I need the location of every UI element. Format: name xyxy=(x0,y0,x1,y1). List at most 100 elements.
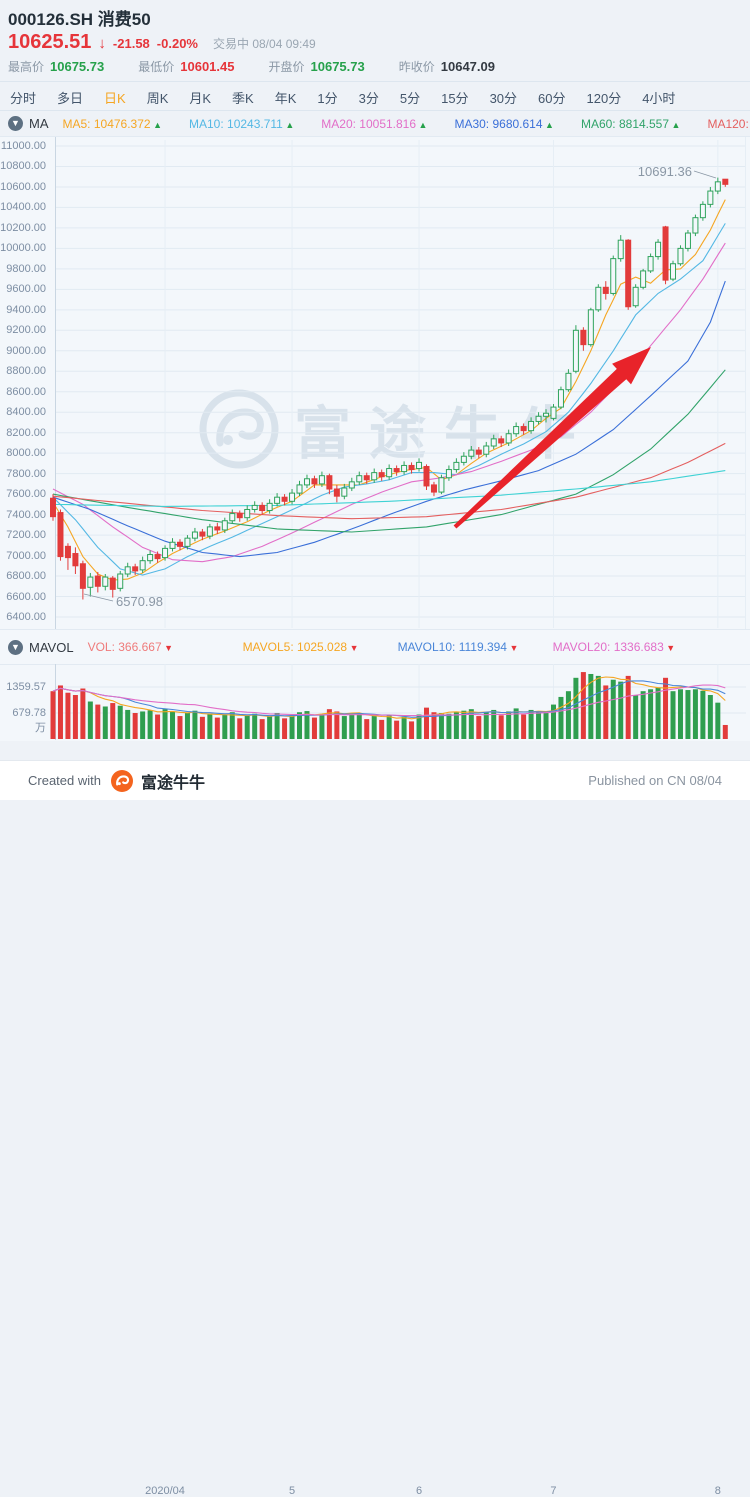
stat-昨收价: 昨收价 10647.09 xyxy=(399,58,495,75)
legend-text: MA120: 8095.405 xyxy=(707,117,750,131)
x-axis-label-7: 7 xyxy=(518,1485,588,1497)
stat-label: 昨收价 xyxy=(399,58,435,75)
tab-5分[interactable]: 5分 xyxy=(400,88,420,107)
x-axis-label-5: 5 xyxy=(257,1485,327,1497)
futu-logo-icon xyxy=(111,770,133,792)
tab-日K[interactable]: 日K xyxy=(104,88,126,107)
tab-1分[interactable]: 1分 xyxy=(317,88,337,107)
price-change-pct: -0.20% xyxy=(157,36,198,51)
y-axis-label: 7200.00 xyxy=(0,529,46,541)
y-axis-label: 10000.00 xyxy=(0,242,46,254)
mavol-settings-chevron-down-icon[interactable]: ▼ xyxy=(8,640,23,655)
tab-3分[interactable]: 3分 xyxy=(359,88,379,107)
y-axis-label: 7000.00 xyxy=(0,550,46,562)
tab-15分[interactable]: 15分 xyxy=(441,88,468,107)
low-price-annotation: 6570.98 xyxy=(116,594,163,609)
price-row: 10625.51 ↓ -21.58 -0.20% 交易中 08/04 09:49 xyxy=(8,31,316,54)
ma-line-MA5 xyxy=(53,200,725,580)
legend-item-MA20: MA20: 10051.816 ▲ xyxy=(321,117,427,131)
stat-label: 开盘价 xyxy=(269,58,305,75)
tab-周K[interactable]: 周K xyxy=(147,88,169,107)
down-triangle-icon: ▼ xyxy=(162,643,173,653)
legend-text: MAVOL10: 1119.394 xyxy=(398,640,507,654)
tab-季K[interactable]: 季K xyxy=(232,88,254,107)
tab-30分[interactable]: 30分 xyxy=(490,88,517,107)
page-title: 000126.SH 消费50 xyxy=(8,5,151,30)
ma-legend-row: ▼ MA MA5: 10476.372 ▲MA10: 10243.711 ▲MA… xyxy=(0,111,750,137)
legend-text: MA5: 10476.372 xyxy=(63,117,151,131)
ma-line-MA20 xyxy=(53,243,725,562)
ma-line-MA60 xyxy=(53,370,725,532)
legend-item-MAVOL5: MAVOL5: 1025.028 ▼ xyxy=(243,640,398,654)
y-axis-label: 10800.00 xyxy=(0,160,46,172)
price-down-arrow-icon: ↓ xyxy=(98,35,106,52)
last-price: 10625.51 xyxy=(8,31,91,54)
y-axis-label: 10200.00 xyxy=(0,222,46,234)
stat-label: 最高价 xyxy=(8,58,44,75)
stat-value: 10675.73 xyxy=(311,59,365,74)
y-axis-label: 10600.00 xyxy=(0,181,46,193)
legend-item-MA120: MA120: 8095.405 xyxy=(707,117,750,131)
tab-4小时[interactable]: 4小时 xyxy=(642,88,675,107)
x-axis-label-6: 6 xyxy=(384,1485,454,1497)
volume-axis-label: 1359.57 xyxy=(0,681,46,693)
y-axis-label: 8000.00 xyxy=(0,447,46,459)
legend-text: MA20: 10051.816 xyxy=(321,117,416,131)
legend-text: MA10: 10243.711 xyxy=(189,117,283,131)
y-axis-label: 9800.00 xyxy=(0,263,46,275)
trading-status: 交易中 08/04 09:49 xyxy=(213,35,316,52)
x-axis-label-2020/04: 2020/04 xyxy=(130,1485,200,1497)
mavol-legend-items: VOL: 366.667 ▼MAVOL5: 1025.028 ▼MAVOL10:… xyxy=(88,640,742,654)
y-axis-label: 6800.00 xyxy=(0,570,46,582)
legend-item-MA5: MA5: 10476.372 ▲ xyxy=(63,117,163,131)
price-change: -21.58 xyxy=(113,36,150,51)
up-triangle-icon: ▲ xyxy=(283,120,294,130)
legend-item-MA10: MA10: 10243.711 ▲ xyxy=(189,117,294,131)
volume-unit-label: 万 xyxy=(0,722,46,734)
y-axis-label: 6400.00 xyxy=(0,611,46,623)
ma-settings-chevron-down-icon[interactable]: ▼ xyxy=(8,116,23,131)
legend-item-MAVOL10: MAVOL10: 1119.394 ▼ xyxy=(398,640,553,654)
legend-item-MA30: MA30: 9680.614 ▲ xyxy=(454,117,554,131)
volume-axis-label: 679.78 xyxy=(0,707,46,719)
y-axis-label: 8600.00 xyxy=(0,386,46,398)
tab-60分[interactable]: 60分 xyxy=(538,88,565,107)
mavol-line-10 xyxy=(53,681,725,717)
y-axis-label: 10400.00 xyxy=(0,201,46,213)
y-axis-label: 9000.00 xyxy=(0,345,46,357)
legend-text: MAVOL5: 1025.028 xyxy=(243,640,348,654)
stat-value: 10675.73 xyxy=(50,59,104,74)
y-axis-label: 6600.00 xyxy=(0,591,46,603)
y-axis-label: 7600.00 xyxy=(0,488,46,500)
y-axis-label: 9400.00 xyxy=(0,304,46,316)
candlestick-chart[interactable]: 10691.36 6570.98 xyxy=(0,137,750,629)
tab-多日[interactable]: 多日 xyxy=(57,88,83,107)
divider xyxy=(0,81,750,82)
mavol-legend-row: ▼ MAVOL VOL: 366.667 ▼MAVOL5: 1025.028 ▼… xyxy=(0,629,750,665)
y-axis-label: 8400.00 xyxy=(0,406,46,418)
legend-text: MA60: 8814.557 xyxy=(581,117,669,131)
legend-text: VOL: 366.667 xyxy=(88,640,162,654)
stat-value: 10647.09 xyxy=(441,59,495,74)
tab-月K[interactable]: 月K xyxy=(189,88,211,107)
up-triangle-icon: ▲ xyxy=(151,120,162,130)
tab-120分[interactable]: 120分 xyxy=(587,88,622,107)
ma-line-MA120 xyxy=(53,443,725,518)
period-tabs: 分时 多日 日K 周K 月K 季K 年K 1分 3分 5分 15分 30分 60分 120分 4小时 xyxy=(0,84,750,111)
stat-label: 最低价 xyxy=(138,58,174,75)
high-price-annotation: 10691.36 xyxy=(638,164,692,179)
published-text: Published on CN 08/04 xyxy=(588,773,722,788)
y-axis-label: 7400.00 xyxy=(0,509,46,521)
tab-分时[interactable]: 分时 xyxy=(10,88,36,107)
tab-年K[interactable]: 年K xyxy=(275,88,297,107)
y-axis-label: 7800.00 xyxy=(0,468,46,480)
down-triangle-icon: ▼ xyxy=(664,643,675,653)
y-axis-label: 8200.00 xyxy=(0,427,46,439)
volume-chart[interactable] xyxy=(0,664,750,741)
up-triangle-icon: ▲ xyxy=(416,120,427,130)
legend-item-MAVOL20: MAVOL20: 1336.683 ▼ xyxy=(553,640,708,654)
legend-text: MA30: 9680.614 xyxy=(454,117,542,131)
ma-lines-group xyxy=(53,200,725,580)
